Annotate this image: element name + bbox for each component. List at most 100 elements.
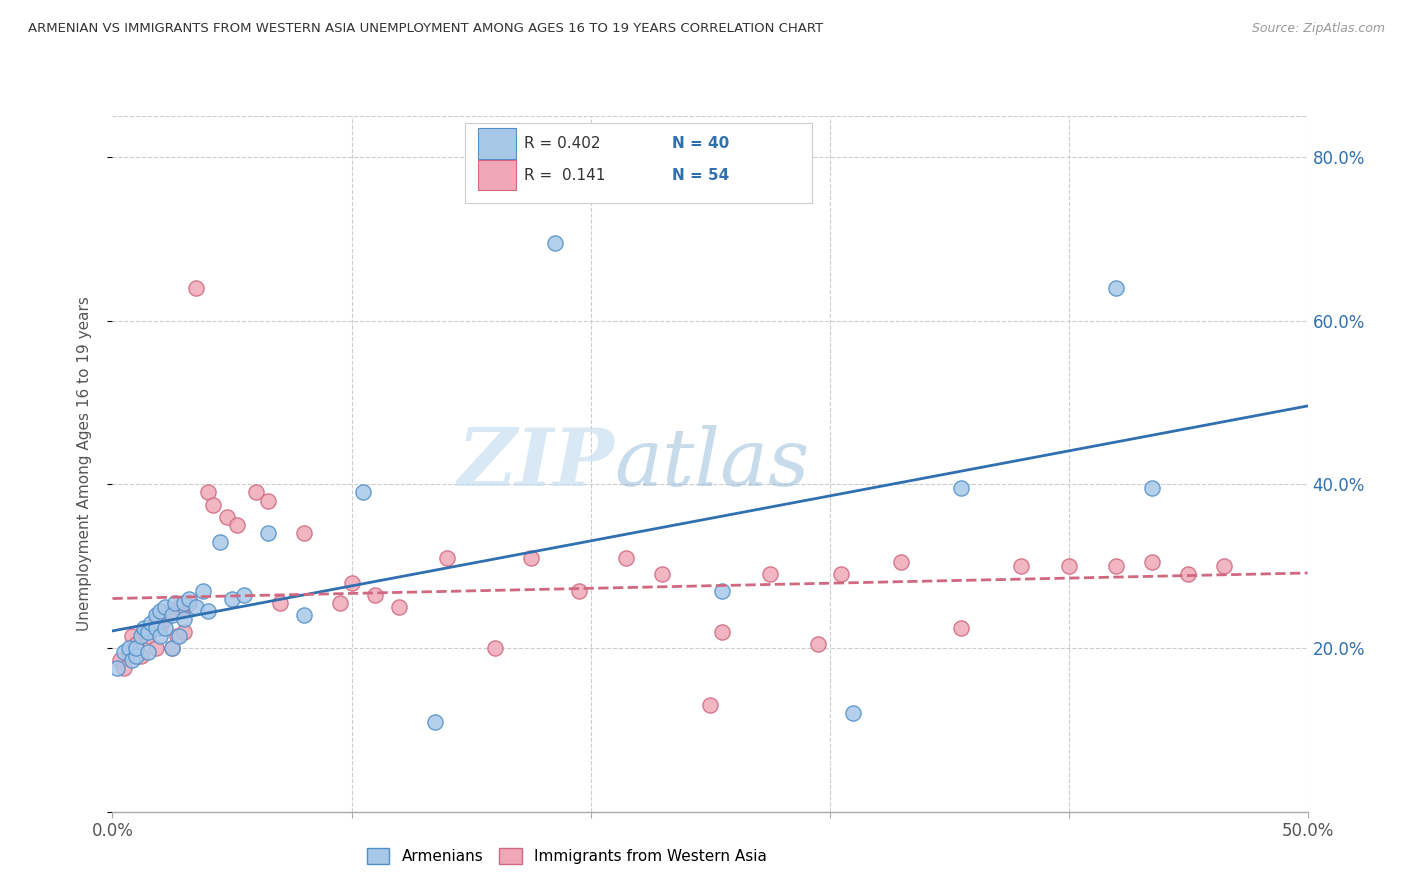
Point xyxy=(153,600,176,615)
Point xyxy=(328,596,352,610)
Point xyxy=(121,629,143,643)
Y-axis label: Unemployment Among Ages 16 to 19 years: Unemployment Among Ages 16 to 19 years xyxy=(77,296,91,632)
Point xyxy=(173,600,195,615)
Point xyxy=(186,600,208,615)
Point xyxy=(121,653,143,667)
Point xyxy=(759,567,782,582)
Point xyxy=(186,281,208,295)
Point xyxy=(177,596,200,610)
Point xyxy=(162,640,183,655)
Point xyxy=(193,583,215,598)
Point xyxy=(166,629,188,643)
Point xyxy=(169,600,191,615)
Text: ARMENIAN VS IMMIGRANTS FROM WESTERN ASIA UNEMPLOYMENT AMONG AGES 16 TO 19 YEARS : ARMENIAN VS IMMIGRANTS FROM WESTERN ASIA… xyxy=(28,22,824,36)
Point xyxy=(118,640,141,655)
Point xyxy=(830,567,852,582)
FancyBboxPatch shape xyxy=(465,123,811,203)
Point xyxy=(132,624,155,639)
Point xyxy=(132,621,155,635)
Point xyxy=(890,555,912,569)
Text: ZIP: ZIP xyxy=(457,425,614,502)
Point xyxy=(114,645,135,659)
Point xyxy=(125,649,148,664)
Point xyxy=(139,616,162,631)
Point xyxy=(388,600,411,615)
Point xyxy=(1105,281,1128,295)
Point xyxy=(145,612,167,626)
Point xyxy=(484,640,506,655)
Legend: Armenians, Immigrants from Western Asia: Armenians, Immigrants from Western Asia xyxy=(360,842,773,871)
Point xyxy=(149,629,172,643)
Point xyxy=(1140,482,1163,496)
Point xyxy=(225,518,247,533)
Point xyxy=(1057,559,1080,574)
Point xyxy=(118,645,141,659)
Point xyxy=(197,485,219,500)
Point xyxy=(292,608,315,623)
Point xyxy=(245,485,267,500)
Point xyxy=(543,235,565,250)
Text: N = 40: N = 40 xyxy=(672,136,730,152)
Point xyxy=(217,510,239,524)
Text: atlas: atlas xyxy=(614,425,810,502)
Point xyxy=(138,629,160,643)
Point xyxy=(269,596,291,610)
Text: N = 54: N = 54 xyxy=(672,168,730,183)
Text: R =  0.141: R = 0.141 xyxy=(523,168,605,183)
Point xyxy=(169,629,191,643)
Point xyxy=(197,604,219,618)
Point xyxy=(177,591,200,606)
Point xyxy=(699,698,721,713)
Point xyxy=(149,621,172,635)
Point xyxy=(108,653,131,667)
Point xyxy=(153,612,176,626)
Point xyxy=(173,596,195,610)
Point xyxy=(949,621,972,635)
Point xyxy=(221,591,243,606)
Text: R = 0.402: R = 0.402 xyxy=(523,136,600,152)
Point xyxy=(1010,559,1032,574)
Point xyxy=(139,621,162,635)
Point xyxy=(1140,555,1163,569)
Point xyxy=(842,706,865,721)
Point xyxy=(163,596,186,610)
Point xyxy=(173,612,195,626)
Point xyxy=(257,493,280,508)
Point xyxy=(292,526,315,541)
Point xyxy=(153,621,176,635)
Point xyxy=(162,640,183,655)
FancyBboxPatch shape xyxy=(478,160,516,190)
Point xyxy=(520,551,543,566)
Point xyxy=(1105,559,1128,574)
Point xyxy=(651,567,673,582)
Point xyxy=(352,485,374,500)
Point xyxy=(162,604,183,618)
Text: Source: ZipAtlas.com: Source: ZipAtlas.com xyxy=(1251,22,1385,36)
Point xyxy=(1177,567,1199,582)
Point xyxy=(138,645,160,659)
Point xyxy=(257,526,280,541)
Point xyxy=(129,629,152,643)
Point xyxy=(425,714,447,729)
Point xyxy=(114,661,135,675)
Point xyxy=(145,640,167,655)
Point xyxy=(125,640,148,655)
Point xyxy=(436,551,458,566)
FancyBboxPatch shape xyxy=(478,128,516,159)
Point xyxy=(145,608,167,623)
Point xyxy=(125,637,148,651)
Point xyxy=(567,583,591,598)
Point xyxy=(1212,559,1236,574)
Point xyxy=(129,649,152,664)
Point xyxy=(364,588,387,602)
Point xyxy=(149,604,172,618)
Point xyxy=(201,498,224,512)
Point xyxy=(340,575,363,590)
Point xyxy=(711,624,734,639)
Point xyxy=(807,637,830,651)
Point xyxy=(711,583,734,598)
Point xyxy=(232,588,256,602)
Point xyxy=(153,608,176,623)
Point xyxy=(105,661,128,675)
Point xyxy=(208,534,231,549)
